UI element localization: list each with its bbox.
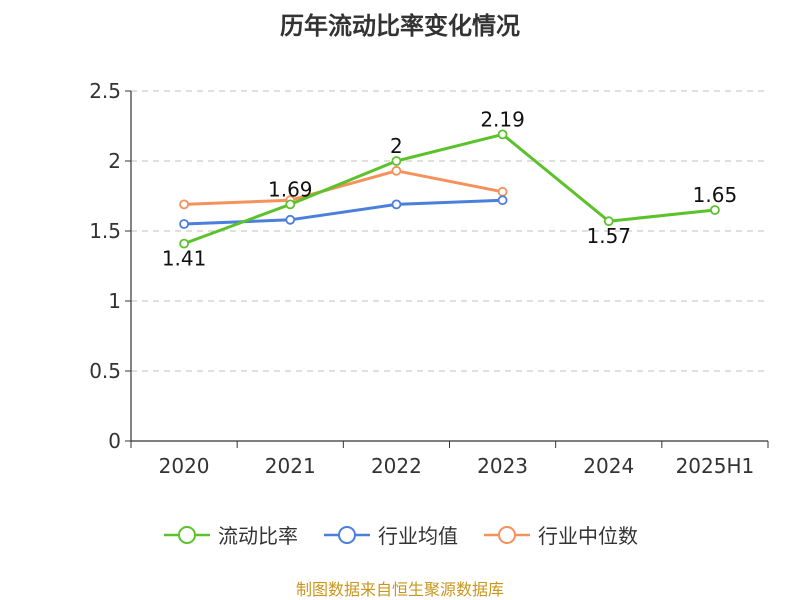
legend-circle (178, 525, 196, 544)
legend-item[interactable]: 行业均值 (322, 520, 458, 549)
data-labels: 1.41 1.69 2 2.19 1.57 1.65 (162, 107, 737, 270)
data-point (391, 156, 402, 166)
x-tick-label: 2020 (159, 454, 210, 478)
x-tick-label: 2023 (477, 454, 528, 478)
data-point (710, 205, 720, 215)
legend-line-marker-icon (164, 525, 210, 544)
data-label: 1.69 (268, 177, 313, 201)
legend-label: 行业中位数 (538, 524, 638, 548)
legend-circle (338, 525, 356, 544)
legend-item[interactable]: 行业中位数 (482, 520, 638, 549)
series-line (184, 169, 503, 206)
y-tick-label: 0 (108, 429, 121, 453)
legend-line-marker-icon (324, 525, 370, 544)
axes: 0 0.5 1 1.5 2 2.5 2020 2021 2022 2023 2024 2025H1 (89, 79, 769, 478)
data-label: 2 (390, 134, 403, 158)
x-tick-label: 2021 (265, 454, 316, 478)
data-label: 2.19 (480, 107, 525, 131)
data-point (285, 214, 296, 225)
data-point (285, 199, 296, 210)
legend-line-marker-icon (484, 525, 530, 544)
data-point (391, 165, 402, 176)
x-tick-label: 2025H1 (676, 454, 755, 478)
data-point (179, 199, 189, 210)
grid-lines (131, 90, 768, 372)
data-point (391, 199, 402, 210)
data-label: 1.57 (586, 224, 631, 248)
y-tick-label: 2.5 (89, 79, 121, 103)
data-label: 1.41 (162, 247, 207, 271)
data-label: 1.65 (693, 183, 738, 207)
series-line (183, 132, 716, 246)
data-point (497, 129, 508, 140)
legend: 流动比率 行业均值 行业中位数 (0, 520, 800, 549)
y-tick-label: 1.5 (89, 219, 121, 243)
legend-label: 行业均值 (378, 524, 458, 548)
legend-circle (498, 525, 516, 544)
data-point (497, 195, 508, 206)
chart-title: 历年流动比率变化情况 (280, 12, 520, 40)
series (179, 129, 720, 249)
data-point (603, 216, 614, 227)
data-point (179, 219, 189, 229)
legend-label: 流动比率 (218, 524, 298, 548)
series-line (184, 198, 503, 226)
x-tick-label: 2024 (583, 454, 634, 478)
data-point (497, 186, 508, 197)
y-tick-label: 0.5 (89, 359, 121, 383)
source-note: 制图数据来自恒生聚源数据库 (295, 580, 504, 599)
y-tick-label: 1 (108, 289, 121, 313)
legend-item[interactable]: 流动比率 (162, 520, 298, 549)
data-point (179, 238, 189, 249)
x-tick-label: 2022 (371, 454, 422, 478)
y-tick-label: 2 (108, 149, 121, 173)
